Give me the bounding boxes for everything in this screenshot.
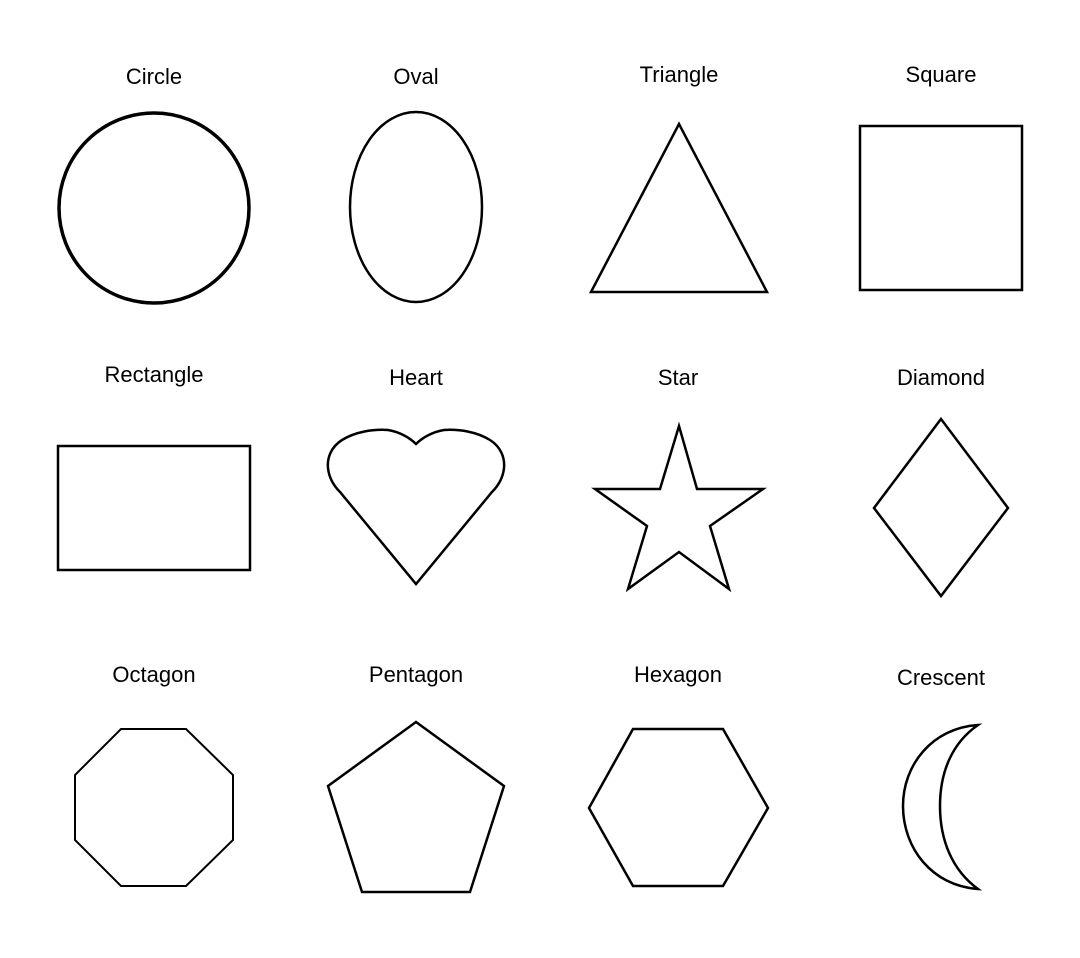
crescent-label: Crescent [897, 665, 985, 690]
octagon-shape-icon [74, 728, 234, 887]
rectangle-shape-icon [56, 444, 252, 572]
oval-shape-icon [348, 110, 484, 304]
heart-shape-icon [326, 428, 506, 586]
star-shape-icon [591, 421, 767, 593]
circle-shape-icon [57, 111, 251, 305]
rectangle-label: Rectangle [104, 362, 203, 387]
hexagon-shape-icon [587, 727, 770, 888]
oval-label: Oval [393, 64, 438, 89]
star-cell: Star [591, 365, 767, 593]
star-label: Star [658, 365, 698, 390]
octagon-label: Octagon [112, 662, 195, 687]
heart-label: Heart [389, 365, 443, 390]
square-label: Square [906, 62, 977, 87]
octagon-cell: Octagon [74, 662, 234, 887]
crescent-shape-icon [901, 723, 983, 891]
pentagon-shape-icon [326, 720, 506, 894]
square-shape-icon [858, 124, 1024, 292]
hexagon-cell: Hexagon [587, 662, 770, 888]
pentagon-cell: Pentagon [326, 662, 506, 894]
diamond-label: Diamond [897, 365, 985, 390]
rectangle-cell: Rectangle [56, 362, 252, 572]
diamond-cell: Diamond [872, 365, 1010, 599]
diamond-shape-icon [872, 416, 1010, 599]
triangle-shape-icon [588, 121, 770, 294]
heart-cell: Heart [326, 365, 506, 586]
oval-cell: Oval [348, 64, 484, 304]
circle-label: Circle [126, 64, 182, 89]
triangle-cell: Triangle [588, 62, 770, 294]
hexagon-label: Hexagon [634, 662, 722, 687]
crescent-cell: Crescent [897, 665, 985, 891]
triangle-label: Triangle [640, 62, 719, 87]
pentagon-label: Pentagon [369, 662, 463, 687]
circle-cell: Circle [57, 64, 251, 305]
square-cell: Square [858, 62, 1024, 292]
